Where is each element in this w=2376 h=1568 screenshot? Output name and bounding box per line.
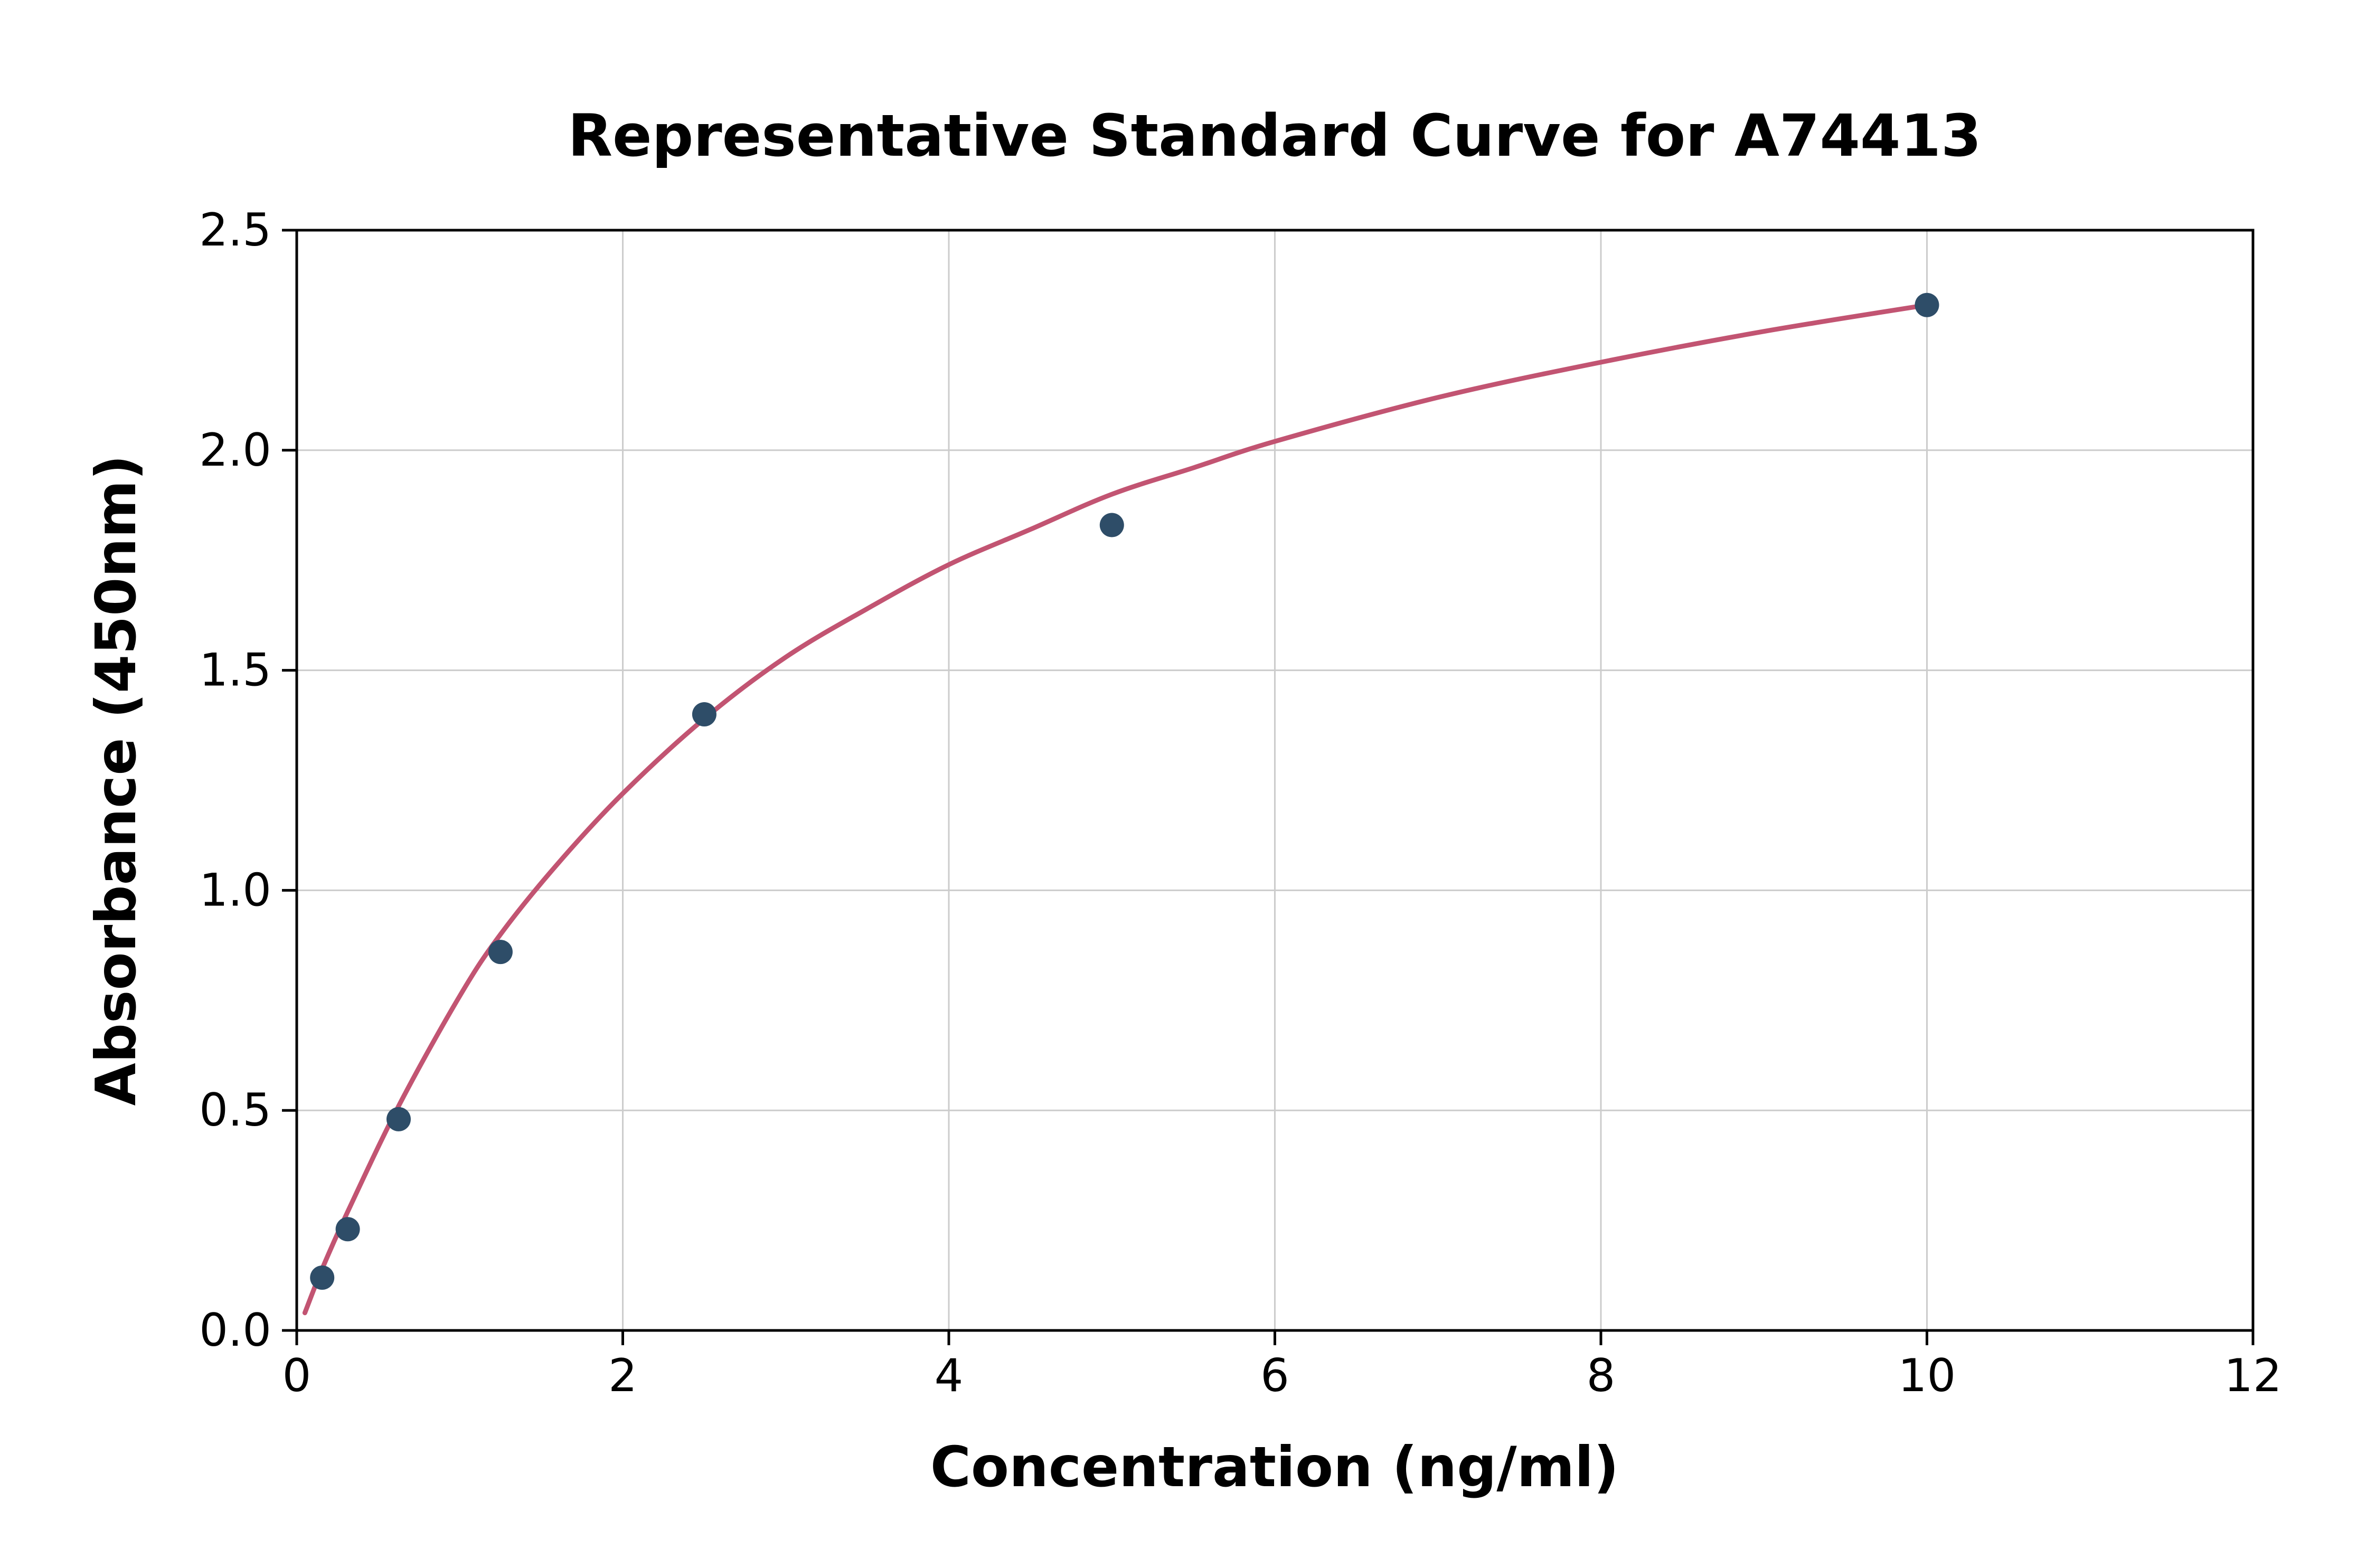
plot-area: 0 2 4 6 8 10 12 0.0 0.5 1.0 1.5 2.0 2.5 [199, 204, 2282, 1402]
data-point [488, 940, 513, 965]
y-axis-label: Absorbance (450nm) [84, 455, 148, 1106]
data-point [1099, 513, 1124, 537]
x-tick-label: 4 [935, 1349, 964, 1402]
fit-curve [302, 303, 1929, 1316]
y-tick-label: 0.0 [199, 1304, 271, 1357]
x-tick-label: 8 [1587, 1349, 1616, 1402]
x-axis-label: Concentration (ng/ml) [930, 1435, 1619, 1499]
x-tick-label: 6 [1260, 1349, 1289, 1402]
y-tick-label: 2.0 [199, 424, 271, 477]
x-tick-label: 10 [1898, 1349, 1956, 1402]
data-point [335, 1217, 360, 1242]
data-point [386, 1107, 411, 1131]
data-point [310, 1265, 335, 1290]
data-point [692, 702, 716, 726]
chart-title: Representative Standard Curve for A74413 [568, 102, 1981, 169]
y-tick-label: 1.5 [199, 644, 271, 697]
y-tick-label: 1.0 [199, 864, 271, 917]
data-point [1915, 292, 1939, 317]
x-tick-label: 0 [282, 1349, 312, 1402]
x-tick-label: 12 [2224, 1349, 2281, 1402]
y-tick-label: 0.5 [199, 1084, 271, 1137]
y-tick-label: 2.5 [199, 204, 271, 257]
x-tick-label: 2 [608, 1349, 637, 1402]
